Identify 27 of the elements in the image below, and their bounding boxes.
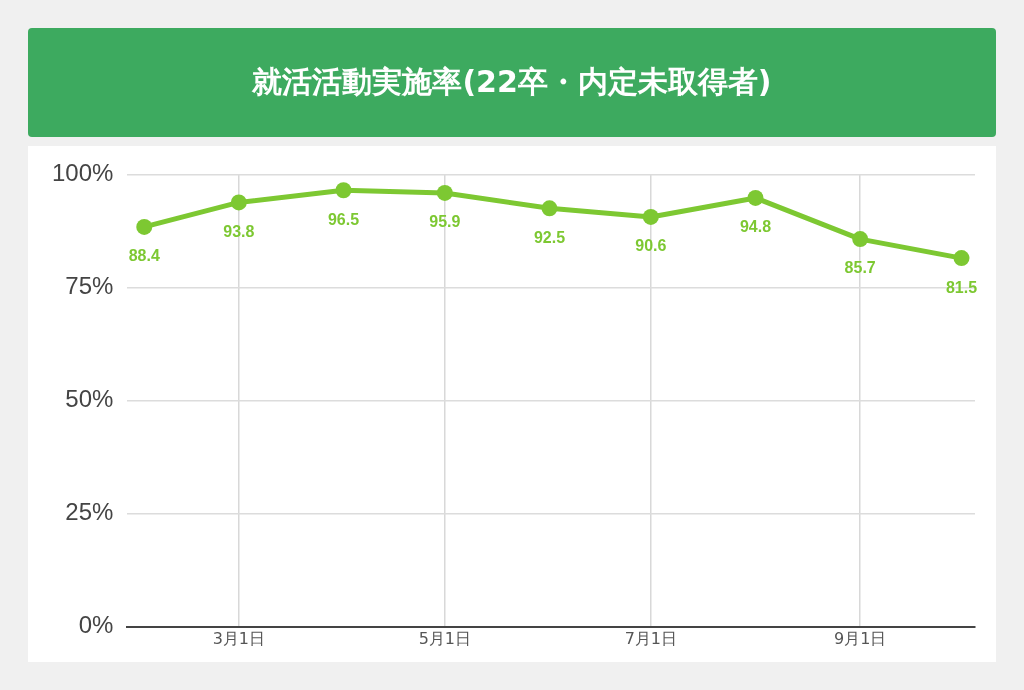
data-label: 85.7 (844, 259, 876, 277)
data-label: 88.4 (128, 247, 160, 265)
data-label: 90.6 (635, 237, 667, 255)
data-label: 96.5 (327, 210, 360, 228)
data-label: 93.8 (223, 222, 255, 240)
point (230, 194, 247, 211)
point (541, 200, 558, 217)
data-label: 92.5 (533, 228, 566, 246)
y-tick-label: 100% (51, 159, 114, 187)
x-tick-label: 5月1日 (418, 628, 471, 648)
x-tick-label: 3月1日 (212, 628, 265, 648)
x-tick-label: 9月1日 (834, 628, 887, 648)
x-tick-label: 7月1日 (624, 628, 677, 648)
point (852, 231, 869, 248)
y-tick-label: 50% (65, 385, 114, 413)
point (436, 184, 453, 201)
y-tick-label: 75% (65, 272, 114, 300)
data-label: 94.8 (739, 218, 772, 236)
point (747, 189, 764, 206)
point (335, 182, 352, 199)
chart-title: 就活活動実施率(22卒・内定未取得者) (28, 28, 996, 137)
y-tick-label: 0% (78, 611, 114, 639)
point (642, 208, 659, 225)
data-label: 81.5 (945, 278, 978, 296)
data-label: 95.9 (429, 213, 461, 231)
y-tick-label: 25% (65, 498, 114, 526)
point (953, 250, 970, 267)
